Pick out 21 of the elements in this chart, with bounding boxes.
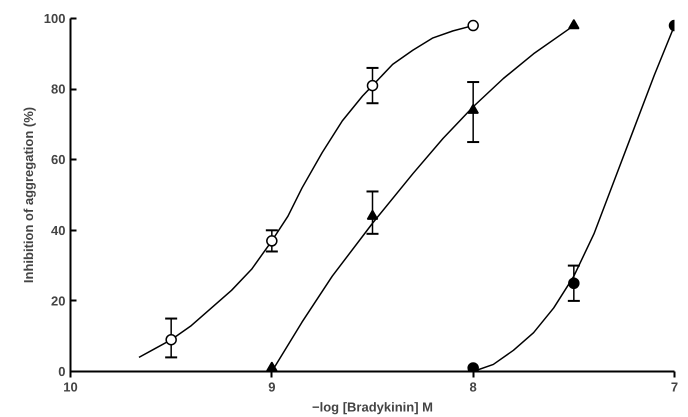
x-axis-title: −log [Bradykinin] M [312,400,433,414]
x-tick-label: 10 [63,380,78,394]
point [366,210,378,220]
y-tick-label: 80 [51,82,66,97]
point [568,278,580,289]
x-tick-label: 8 [470,380,477,394]
y-tick-label: 20 [51,293,66,308]
x-tick-label: 9 [268,380,276,394]
y-tick-label: 40 [51,222,66,238]
point [467,362,479,372]
x-tick-label: 7 [670,380,678,394]
y-axis-title: Inhibition of aggregation (%) [20,106,36,284]
point [467,104,479,114]
point [165,334,177,346]
point [467,20,479,32]
y-tick-label: 60 [51,152,66,168]
point [568,19,580,30]
y-tick-label: 0 [58,364,66,379]
y-tick-label: 100 [44,11,66,26]
point [366,80,378,92]
point [266,235,278,247]
